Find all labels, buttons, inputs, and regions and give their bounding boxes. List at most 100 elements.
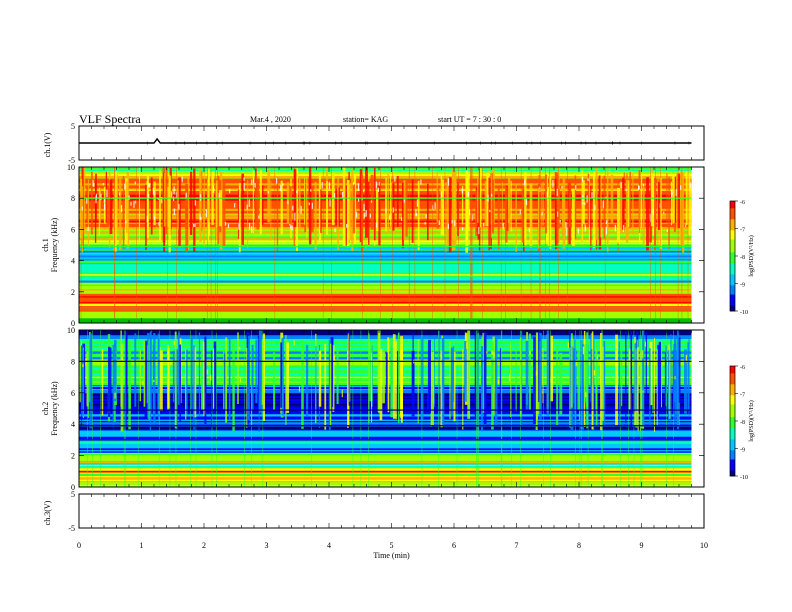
ch1s-speck: [434, 202, 436, 209]
ch2-spectrogram-panel: 0 2 4 6 8 10 ch.2Frequency (kHz): [41, 326, 705, 492]
ch1s-speck: [524, 179, 526, 185]
ch1s-stripe: [79, 241, 692, 243]
ch1s-speck: [246, 204, 248, 210]
ch1s-streak: [436, 171, 438, 223]
ch1s-streak: [676, 174, 678, 230]
ch1s-streak: [238, 183, 241, 253]
ch1s-streak: [177, 180, 179, 230]
ch1s-streak: [574, 175, 577, 240]
ch1s-band: [79, 280, 692, 293]
ch1s-streak: [217, 175, 220, 245]
ch1-cbar-cell: [730, 210, 735, 213]
ch1s-speck: [605, 226, 607, 235]
ch1s-speck: [238, 222, 240, 230]
ch2s-streak: [149, 331, 152, 432]
ch2s-speck: [497, 379, 499, 384]
ch2s-stripe: [79, 406, 692, 408]
ch2s-streak: [491, 341, 494, 430]
ch1s-streak: [146, 176, 149, 239]
ch1s-speck: [675, 189, 677, 196]
ch2s-streak: [525, 340, 529, 411]
ch2s-streak: [678, 337, 681, 403]
ch1s-ylabel: ch.1Frequency (kHz): [41, 217, 59, 272]
ch1s-streak: [81, 186, 84, 253]
ch1s-streak: [178, 177, 181, 247]
ch2-cbar-cell: [730, 384, 735, 387]
ch1-cbar-tick-label: -8: [740, 255, 745, 261]
ch2s-streak: [595, 343, 598, 426]
ch1s-stripe: [79, 174, 692, 177]
ch2-cbar-cell: [730, 367, 735, 371]
ch1s-streak: [688, 173, 691, 236]
ch2s-streak: [635, 341, 637, 410]
ch2s-streak: [586, 332, 589, 429]
ch2s-streak: [533, 336, 536, 425]
ch1-cbar-cell: [730, 292, 735, 295]
ch1s-speck: [652, 208, 654, 215]
ch2s-streak: [258, 330, 262, 413]
ch1s-streak: [677, 173, 681, 229]
ch1s-streak: [628, 180, 630, 227]
ch1s-speck: [218, 192, 220, 198]
ch1s-stripe: [79, 169, 692, 171]
ch2s-speck: [585, 392, 587, 398]
ch2-cbar-cell: [730, 417, 735, 420]
ch2s-stripe: [79, 485, 692, 487]
ch1s-streak: [159, 170, 161, 241]
ch1s-streak: [373, 167, 376, 241]
ch1-cbar-cell: [730, 285, 735, 288]
ch1-cbar-cell: [730, 245, 735, 248]
ch1-cbar-cell: [730, 221, 735, 224]
ch2s-streak: [657, 344, 660, 418]
ch1s-streak: [475, 189, 478, 237]
time-tick-label: 4: [327, 541, 331, 550]
ch2s-speck: [341, 389, 343, 398]
ch1s-streak: [392, 183, 395, 231]
ch2-cbar-cell: [730, 472, 735, 475]
ch2s-streak: [211, 350, 213, 431]
ch2s-streak: [80, 345, 82, 427]
ch2-cbar-cell: [730, 391, 735, 394]
ch2-cbar-cell: [730, 457, 735, 460]
ch2s-stripe: [79, 393, 692, 397]
ch1-cbar-cell: [730, 263, 735, 266]
ch1s-speck: [296, 190, 298, 194]
ch2s-streak: [285, 335, 287, 425]
ch2s-stripe: [79, 386, 692, 389]
ch1s-streak: [427, 183, 429, 241]
ch1s-speck: [234, 203, 236, 208]
ch2-cbar-tick-label: -8: [740, 420, 745, 426]
ch2s-stripe: [79, 381, 692, 383]
ch1s-streak: [87, 179, 89, 248]
ch2s-streak: [190, 337, 193, 409]
ch2-cbar-cell: [730, 382, 735, 385]
ch2s-streak: [79, 344, 81, 403]
ch1s-streak: [119, 176, 122, 251]
ch2s-streak: [382, 351, 385, 404]
ch1s-streak: [86, 187, 89, 223]
ch1s-streak: [314, 181, 317, 250]
ch1s-streak: [592, 171, 596, 249]
ch1s-streak: [588, 172, 590, 241]
ch2s-stripe: [79, 461, 692, 463]
ch2s-streak: [499, 348, 501, 411]
ch2s-speck: [114, 392, 116, 399]
ch2s-stripe: [79, 451, 692, 453]
ch1s-streak: [326, 181, 328, 235]
ch2s-streak: [615, 334, 618, 426]
ch1-cbar-cell: [730, 206, 735, 209]
ch1s-streak: [219, 190, 222, 227]
ch2s-streak: [262, 333, 266, 422]
ch2s-streak: [661, 341, 663, 408]
ch1s-streak: [318, 172, 321, 244]
ch1s-speck: [328, 182, 331, 190]
ch1s-speck: [104, 203, 106, 210]
ch1-cbar-cell: [730, 252, 735, 255]
ch2s-stripe: [79, 420, 692, 423]
time-tick-label: 6: [452, 541, 456, 550]
ch2s-stripe: [79, 465, 692, 468]
ch2s-streak: [348, 331, 350, 406]
ch1s-speck: [666, 229, 668, 233]
ch2s-streak: [577, 351, 580, 410]
ch2-cbar-cell: [730, 421, 735, 424]
